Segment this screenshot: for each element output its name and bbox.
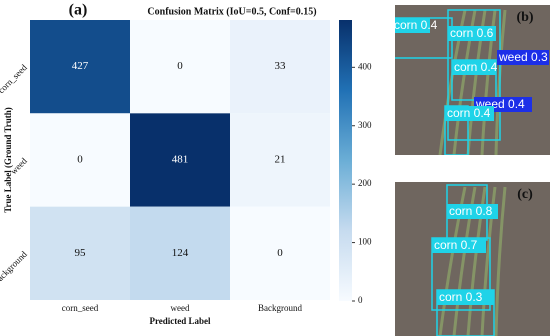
heatmap-cell xyxy=(30,113,130,207)
detection-label-bg xyxy=(447,204,498,219)
detection-label: corn 0.3 xyxy=(439,290,483,304)
detection-label: weed 0.3 xyxy=(498,50,548,64)
cell-label: 21 xyxy=(275,154,286,166)
detection-label-bg xyxy=(452,60,496,75)
detection-label-bg xyxy=(445,106,494,121)
detection-label: corn 0.4 xyxy=(447,106,491,120)
chart-title: Confusion Matrix (IoU=0.5, Conf=0.15) xyxy=(147,6,316,17)
heatmap-cell xyxy=(230,206,330,300)
heatmap-cell xyxy=(130,20,230,114)
cell-label: 95 xyxy=(75,247,87,259)
colorbar-tick-label: 100 xyxy=(358,237,372,247)
heatmap-cell xyxy=(30,206,130,300)
detection-label-bg xyxy=(432,238,486,253)
colorbar xyxy=(339,20,352,301)
colorbar-tick-label: 400 xyxy=(358,61,372,71)
heatmap-cell xyxy=(130,113,230,207)
detection-label-bg xyxy=(395,18,430,33)
plant xyxy=(480,186,497,336)
y-tick-label: Background xyxy=(0,249,29,288)
colorbar-tick-label: 200 xyxy=(358,178,372,188)
cell-label: 0 xyxy=(177,60,183,72)
x-tick-label: Background xyxy=(258,303,302,313)
panel-label: (a) xyxy=(69,2,88,19)
plant xyxy=(452,186,477,336)
heatmap-cell xyxy=(130,206,230,300)
cell-label: 427 xyxy=(72,60,89,72)
detection-label: corn 0.6 xyxy=(450,26,494,40)
plant xyxy=(494,186,507,336)
cell-label: 481 xyxy=(172,154,189,166)
plant xyxy=(438,186,467,336)
detection-label: corn 0.7 xyxy=(434,238,478,252)
heatmap-cell xyxy=(230,20,330,114)
x-tick-label: corn_seed xyxy=(62,303,99,313)
colorbar-tick-label: 0 xyxy=(358,295,363,305)
x-tick-label: weed xyxy=(171,303,190,313)
heatmap-cell xyxy=(230,113,330,207)
panel-label: (b) xyxy=(516,10,533,25)
photo-panel: corn 0.8 corn 0.7 corn 0.3 xyxy=(395,182,550,336)
cell-label: 33 xyxy=(275,60,287,72)
detection-label-bg xyxy=(497,50,549,65)
colorbar-tick-label: 300 xyxy=(358,120,372,130)
cell-label: 124 xyxy=(172,247,189,259)
heatmap-cell xyxy=(30,20,130,114)
detection-label: corn 0.4 xyxy=(394,18,438,32)
detection-label: corn 0.8 xyxy=(449,204,493,218)
plant xyxy=(466,186,487,336)
detection-label-bg xyxy=(437,290,494,305)
y-tick-label: corn_seed xyxy=(0,62,29,95)
detection-label: corn 0.4 xyxy=(454,60,498,74)
x-axis-label: Predicted Label xyxy=(149,316,211,326)
y-axis-label: True Label (Ground Truth) xyxy=(3,107,13,213)
cell-label: 0 xyxy=(77,154,83,166)
detection-box xyxy=(447,9,501,141)
panel-label: (c) xyxy=(517,187,533,202)
detection-label-bg xyxy=(448,26,496,41)
cell-label: 0 xyxy=(277,247,283,259)
